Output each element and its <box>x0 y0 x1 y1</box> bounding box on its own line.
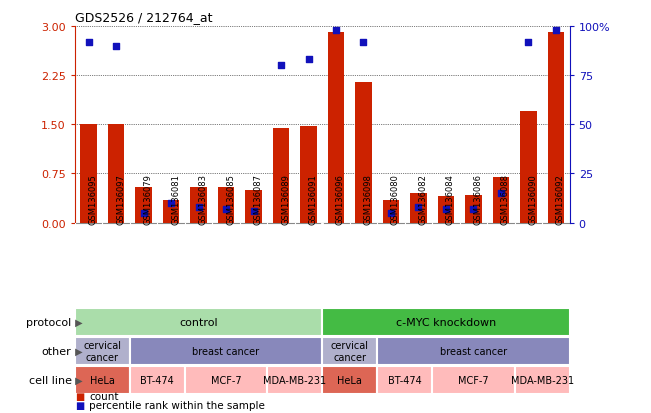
Point <box>111 43 121 50</box>
Bar <box>327 33 344 223</box>
Text: GSM136084: GSM136084 <box>446 174 455 225</box>
Point <box>495 190 506 197</box>
Point <box>331 27 341 34</box>
Text: HeLa: HeLa <box>337 375 362 385</box>
Bar <box>245 190 262 223</box>
Text: GSM136095: GSM136095 <box>89 174 98 225</box>
Text: GSM136092: GSM136092 <box>556 174 565 225</box>
Text: MDA-MB-231: MDA-MB-231 <box>510 375 574 385</box>
Point <box>358 39 368 46</box>
Point <box>83 39 94 46</box>
Text: BT-474: BT-474 <box>388 375 422 385</box>
Bar <box>108 125 124 223</box>
Text: count: count <box>89 391 118 401</box>
Text: GSM136096: GSM136096 <box>336 174 345 225</box>
Bar <box>520 112 536 223</box>
Bar <box>185 366 268 394</box>
Bar <box>80 125 97 223</box>
Bar <box>322 366 377 394</box>
Bar <box>493 177 509 223</box>
Point <box>386 210 396 216</box>
Bar <box>273 128 289 223</box>
Point <box>523 39 534 46</box>
Text: breast cancer: breast cancer <box>440 346 507 356</box>
Text: protocol: protocol <box>26 317 72 327</box>
Point <box>468 206 478 213</box>
Text: GSM136083: GSM136083 <box>199 174 208 225</box>
Text: ▶: ▶ <box>72 317 82 327</box>
Bar <box>437 197 454 223</box>
Bar <box>432 366 515 394</box>
Point <box>139 210 149 216</box>
Bar <box>377 366 432 394</box>
Bar <box>190 187 207 223</box>
Bar <box>322 308 570 336</box>
Text: MCF-7: MCF-7 <box>211 375 242 385</box>
Text: MDA-MB-231: MDA-MB-231 <box>263 375 326 385</box>
Text: GSM136088: GSM136088 <box>501 174 510 225</box>
Text: cervical
cancer: cervical cancer <box>83 340 121 362</box>
Point <box>551 27 561 34</box>
Bar <box>300 126 317 223</box>
Bar <box>268 366 322 394</box>
Text: GSM136087: GSM136087 <box>253 174 262 225</box>
Text: HeLa: HeLa <box>90 375 115 385</box>
Text: GSM136089: GSM136089 <box>281 174 290 225</box>
Point <box>248 208 258 215</box>
Text: GDS2526 / 212764_at: GDS2526 / 212764_at <box>75 11 212 24</box>
Text: ■: ■ <box>75 400 84 410</box>
Bar <box>383 200 399 223</box>
Bar <box>355 83 372 223</box>
Text: control: control <box>179 317 218 327</box>
Bar <box>163 200 179 223</box>
Point <box>303 57 314 64</box>
Text: GSM136097: GSM136097 <box>116 174 125 225</box>
Point <box>166 200 176 207</box>
Point <box>441 206 451 213</box>
Text: ▶: ▶ <box>72 346 82 356</box>
Text: ■: ■ <box>75 391 84 401</box>
Text: c-MYC knockdown: c-MYC knockdown <box>396 317 496 327</box>
Text: BT-474: BT-474 <box>141 375 174 385</box>
Bar <box>130 366 185 394</box>
Point <box>413 204 424 211</box>
Text: MCF-7: MCF-7 <box>458 375 489 385</box>
Text: other: other <box>42 346 72 356</box>
Text: percentile rank within the sample: percentile rank within the sample <box>89 400 265 410</box>
Text: GSM136080: GSM136080 <box>391 174 400 225</box>
Text: GSM136082: GSM136082 <box>419 174 428 225</box>
Text: cell line: cell line <box>29 375 72 385</box>
Bar <box>515 366 570 394</box>
Point <box>193 204 204 211</box>
Text: GSM136085: GSM136085 <box>226 174 235 225</box>
Bar <box>465 196 482 223</box>
Bar <box>135 187 152 223</box>
Text: ▶: ▶ <box>72 375 82 385</box>
Bar <box>218 187 234 223</box>
Text: GSM136091: GSM136091 <box>309 174 318 225</box>
Bar <box>322 337 377 365</box>
Text: GSM136081: GSM136081 <box>171 174 180 225</box>
Text: GSM136098: GSM136098 <box>363 174 372 225</box>
Bar <box>410 194 426 223</box>
Text: GSM136090: GSM136090 <box>529 174 537 225</box>
Bar <box>377 337 570 365</box>
Bar <box>75 366 130 394</box>
Point <box>276 63 286 69</box>
Text: breast cancer: breast cancer <box>193 346 260 356</box>
Bar <box>130 337 322 365</box>
Bar <box>547 33 564 223</box>
Text: cervical
cancer: cervical cancer <box>331 340 368 362</box>
Bar <box>75 337 130 365</box>
Point <box>221 206 231 213</box>
Text: GSM136086: GSM136086 <box>473 174 482 225</box>
Bar <box>75 308 322 336</box>
Text: GSM136079: GSM136079 <box>144 174 152 225</box>
